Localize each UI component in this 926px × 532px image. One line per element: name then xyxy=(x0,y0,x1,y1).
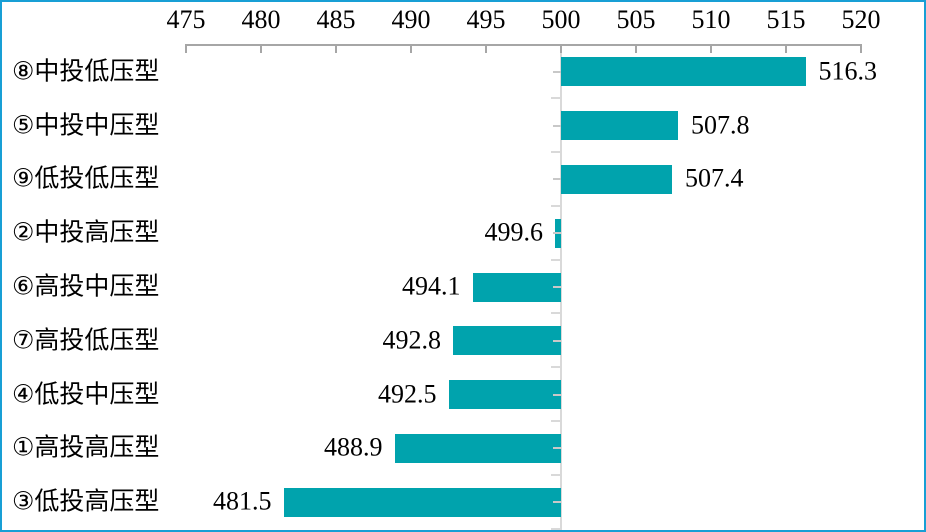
category-boundary-tick xyxy=(551,258,561,261)
bar xyxy=(561,57,806,87)
category-label: ⑤中投中压型 xyxy=(12,111,160,139)
x-axis-tick-mark xyxy=(785,44,787,53)
x-axis-tick-mark xyxy=(410,44,412,53)
category-boundary-tick xyxy=(551,97,561,100)
bar xyxy=(561,111,678,141)
x-axis-tick-label: 505 xyxy=(616,5,656,34)
category-center-tick xyxy=(553,178,561,181)
value-label: 481.5 xyxy=(213,486,272,516)
category-center-tick xyxy=(553,447,561,450)
value-label: 507.4 xyxy=(685,164,744,194)
value-label: 516.3 xyxy=(818,56,878,86)
value-label: 492.5 xyxy=(378,379,437,409)
x-axis-tick-label: 495 xyxy=(466,5,506,34)
category-center-tick xyxy=(553,286,561,288)
bar xyxy=(394,433,561,463)
category-label: ⑧中投低压型 xyxy=(12,58,160,86)
x-axis-line xyxy=(185,44,862,46)
bar xyxy=(561,164,672,194)
category-boundary-tick xyxy=(551,473,561,476)
category-label: ⑨低投低压型 xyxy=(12,165,160,193)
value-label: 494.1 xyxy=(402,271,461,301)
baseline-500 xyxy=(560,46,562,530)
category-boundary-tick xyxy=(551,419,561,422)
x-axis-tick-mark xyxy=(560,44,562,53)
bar xyxy=(283,487,561,517)
value-label: 488.9 xyxy=(324,433,383,463)
category-label: ⑥高投中压型 xyxy=(12,273,160,301)
bar xyxy=(472,272,561,302)
category-label: ②中投高压型 xyxy=(12,219,160,247)
x-axis-tick-mark xyxy=(485,44,487,53)
value-label: 492.8 xyxy=(382,325,442,355)
category-boundary-tick xyxy=(551,312,561,315)
x-axis-tick-label: 500 xyxy=(541,5,581,34)
category-label: ③低投高压型 xyxy=(12,488,160,516)
category-label: ④低投中压型 xyxy=(12,380,160,408)
bar xyxy=(448,380,561,410)
x-axis-tick-label: 510 xyxy=(691,5,731,34)
category-center-tick xyxy=(553,339,561,342)
x-axis-tick-label: 475 xyxy=(166,5,206,34)
category-label: ①高投高压型 xyxy=(12,434,160,462)
value-label: 499.6 xyxy=(484,217,544,247)
x-axis-tick-label: 480 xyxy=(241,5,281,34)
category-center-tick xyxy=(553,70,561,73)
category-boundary-tick xyxy=(551,366,561,369)
bar xyxy=(453,326,561,356)
x-axis-tick-label: 490 xyxy=(391,5,431,34)
x-axis-tick-mark xyxy=(860,44,862,53)
x-axis-tick-mark xyxy=(185,44,187,53)
x-axis-tick-mark xyxy=(335,44,337,53)
category-center-tick xyxy=(553,501,561,504)
x-axis-tick-label: 520 xyxy=(841,5,881,34)
category-boundary-tick xyxy=(551,204,561,207)
category-center-tick xyxy=(553,393,561,396)
x-axis-tick-label: 515 xyxy=(766,5,806,34)
category-boundary-tick xyxy=(551,527,561,530)
value-label: 507.8 xyxy=(691,110,750,140)
x-axis-tick-mark xyxy=(635,44,637,53)
x-axis-tick-label: 485 xyxy=(316,5,356,34)
category-center-tick xyxy=(553,124,561,127)
x-axis-tick-mark xyxy=(260,44,262,53)
category-boundary-tick xyxy=(551,151,561,154)
category-center-tick xyxy=(553,232,561,235)
category-label: ⑦高投低压型 xyxy=(12,327,160,355)
x-axis-tick-mark xyxy=(710,44,712,53)
